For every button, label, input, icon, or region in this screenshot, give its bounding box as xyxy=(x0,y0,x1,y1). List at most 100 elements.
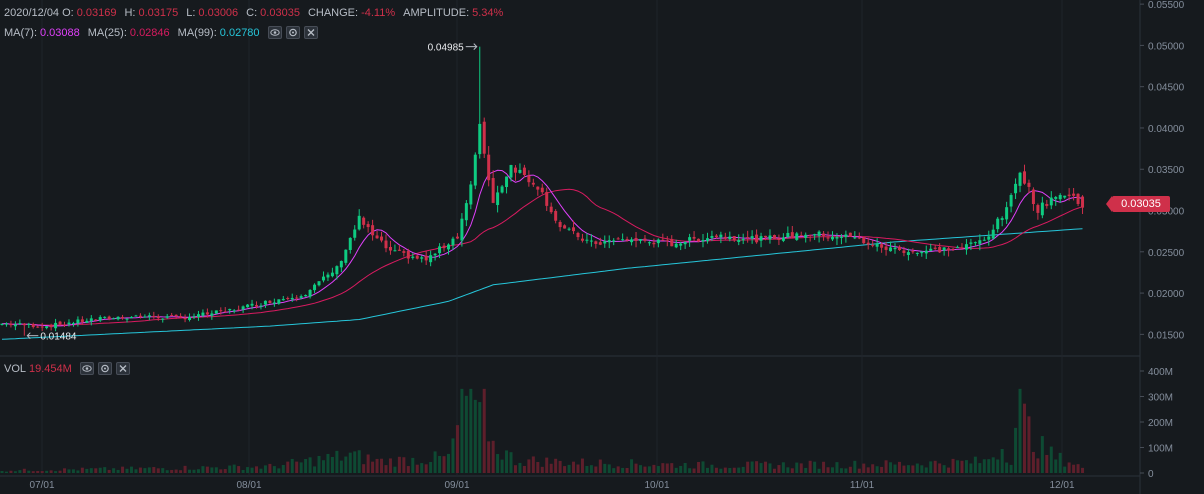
volume-tick-label: 300M xyxy=(1148,393,1173,404)
change-value: -4.11% xyxy=(361,7,396,19)
candle-body xyxy=(719,234,723,238)
volume-bar xyxy=(705,467,709,473)
low-marker-label: 0.01484 xyxy=(40,332,77,343)
volume-bar xyxy=(938,463,942,473)
volume-bar xyxy=(54,471,58,473)
volume-bar xyxy=(647,466,651,473)
candle-body xyxy=(205,312,209,315)
low-marker-arrow xyxy=(26,332,31,340)
volume-bar xyxy=(790,468,794,473)
candle-body xyxy=(344,249,348,263)
candle-body xyxy=(1000,218,1004,220)
volume-bar xyxy=(737,467,741,473)
volume-bar xyxy=(531,456,535,473)
volume-bar xyxy=(1000,448,1004,473)
candle-body xyxy=(1067,194,1071,196)
candle-body xyxy=(107,316,111,320)
candle-body xyxy=(228,308,232,311)
candle-body xyxy=(1031,189,1035,205)
volume-bar xyxy=(1022,403,1026,473)
volume-bar xyxy=(1014,427,1018,473)
annotations: 0.04985 0.01484 xyxy=(26,43,478,343)
axes: 0.01500 0.02000 0.02500 0.03000 0.03500 0.040… xyxy=(29,0,1184,491)
eye-icon[interactable] xyxy=(79,362,94,375)
candle-body xyxy=(201,312,205,316)
volume-bar xyxy=(826,467,830,473)
time-tick-label: 09/01 xyxy=(444,480,469,491)
candle-body xyxy=(554,211,558,221)
low-value: 0.03006 xyxy=(198,7,239,19)
volume-bar xyxy=(165,470,169,473)
volume-bar xyxy=(964,460,968,473)
candle-body xyxy=(714,235,718,238)
volume-bar xyxy=(438,455,442,473)
candle-body xyxy=(929,248,933,251)
candle-body xyxy=(121,317,125,319)
candle-body xyxy=(772,235,776,239)
volume-bar xyxy=(719,468,723,473)
candle-body xyxy=(438,246,442,254)
volume-bar xyxy=(362,464,366,473)
candle-body xyxy=(402,251,406,253)
candle-body xyxy=(384,240,388,249)
volume-bar xyxy=(880,466,884,473)
candle-body xyxy=(317,281,321,286)
volume-bar xyxy=(103,467,107,473)
volume-bar xyxy=(951,458,955,473)
volume-bar xyxy=(924,467,928,473)
ma25-path xyxy=(1,188,1083,326)
candle-body xyxy=(567,228,571,230)
volume-bar xyxy=(1072,464,1076,473)
settings-icon[interactable] xyxy=(285,26,300,39)
volume-bar xyxy=(313,466,317,473)
high-marker-label: 0.04985 xyxy=(428,43,465,54)
close-icon[interactable] xyxy=(303,26,318,39)
candle-body xyxy=(192,316,196,318)
candle-body xyxy=(692,236,696,239)
candle-body xyxy=(429,255,433,263)
candle-body xyxy=(737,240,741,243)
settings-icon[interactable] xyxy=(97,362,112,375)
volume-label: VOL xyxy=(4,362,27,375)
legend-date: 2020/12/04 xyxy=(4,7,60,19)
volume-bar xyxy=(290,458,294,473)
volume-bar xyxy=(174,469,178,473)
candle-body xyxy=(129,316,133,319)
volume-bar xyxy=(518,462,522,473)
candle-body xyxy=(964,244,968,250)
candle-body xyxy=(563,225,567,229)
volume-bar xyxy=(978,463,982,473)
volume-bar xyxy=(134,469,138,473)
candle-body xyxy=(1049,197,1053,206)
candle-body xyxy=(250,303,254,306)
candle-body xyxy=(813,234,817,236)
volume-bar xyxy=(9,470,13,473)
volume-bar xyxy=(969,463,973,473)
eye-icon[interactable] xyxy=(267,26,282,39)
volume-bar xyxy=(451,438,455,473)
volume-bar xyxy=(420,463,424,473)
candle-body xyxy=(576,232,580,238)
close-icon[interactable] xyxy=(115,362,130,375)
volume-bar xyxy=(670,463,674,473)
volume-bar xyxy=(996,459,1000,473)
volume-bar xyxy=(232,464,236,473)
volume-bar xyxy=(697,461,701,473)
volume-bar xyxy=(13,471,17,473)
volume-bar xyxy=(558,460,562,473)
volume-bar xyxy=(63,468,67,473)
candle-body xyxy=(969,242,973,244)
time-tick-label: 11/01 xyxy=(850,480,875,491)
volume-bar xyxy=(893,464,897,473)
candle-body xyxy=(442,245,446,249)
price-tick-label: 0.02000 xyxy=(1148,289,1185,300)
volume-bar xyxy=(424,464,428,473)
price-tick-label: 0.03000 xyxy=(1148,207,1185,218)
candle-body xyxy=(487,154,491,181)
candle-body xyxy=(196,314,200,317)
candle-body xyxy=(1054,197,1058,199)
candle-body xyxy=(455,236,459,239)
candle-body xyxy=(978,240,982,244)
candle-body xyxy=(0,323,4,326)
